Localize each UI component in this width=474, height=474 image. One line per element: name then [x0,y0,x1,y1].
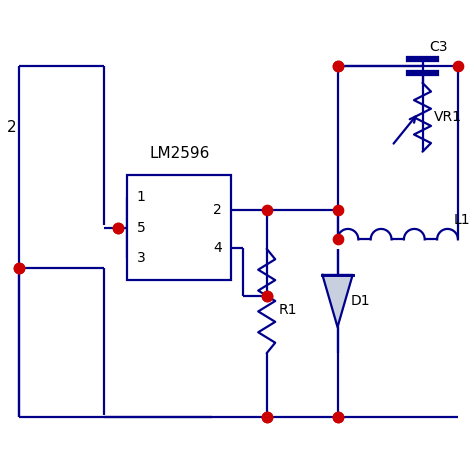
Point [334,63,341,70]
Point [263,292,271,300]
Text: D1: D1 [351,294,370,308]
Point [334,206,341,214]
Point [263,413,271,421]
Text: VR1: VR1 [434,110,462,124]
Text: R1: R1 [279,303,297,318]
Point [334,413,341,421]
Text: 2: 2 [7,120,17,136]
Text: L1: L1 [453,213,470,228]
Point [114,224,122,231]
FancyBboxPatch shape [128,175,231,280]
Point [114,224,122,231]
Point [15,264,23,272]
Point [263,292,271,300]
Text: 3: 3 [137,251,146,265]
Text: LM2596: LM2596 [149,146,210,161]
Point [334,63,341,70]
Point [263,206,271,214]
Point [454,63,462,70]
Polygon shape [322,275,353,327]
Text: C3: C3 [429,40,448,55]
Text: 1: 1 [137,190,146,204]
Text: 5: 5 [137,220,146,235]
Point [334,236,341,243]
Point [15,264,23,272]
Text: 2: 2 [213,203,222,217]
Point [334,413,341,421]
Point [263,413,271,421]
Text: 4: 4 [213,241,222,255]
